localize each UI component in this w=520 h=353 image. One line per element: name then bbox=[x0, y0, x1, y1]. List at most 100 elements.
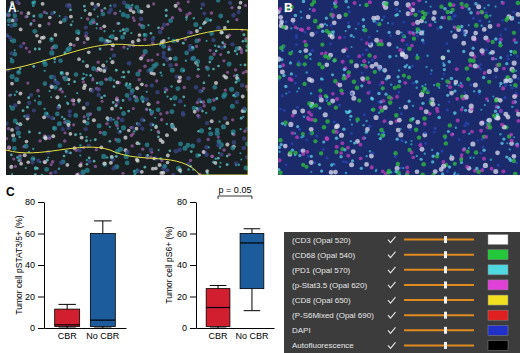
cell bbox=[512, 74, 517, 79]
cell bbox=[24, 15, 28, 19]
cell bbox=[502, 67, 506, 71]
cell bbox=[139, 17, 144, 22]
cell bbox=[244, 64, 247, 67]
cell bbox=[323, 54, 328, 59]
cell bbox=[515, 70, 517, 72]
cell bbox=[378, 112, 381, 115]
cell bbox=[465, 66, 470, 71]
channel-slider bbox=[404, 299, 474, 301]
cell bbox=[125, 14, 130, 19]
cell bbox=[484, 122, 487, 125]
cell bbox=[14, 77, 19, 82]
cell bbox=[127, 71, 130, 74]
cell bbox=[147, 24, 149, 26]
cell bbox=[36, 159, 40, 163]
cell bbox=[54, 61, 56, 63]
cell bbox=[17, 159, 20, 162]
cell bbox=[388, 120, 393, 125]
cell bbox=[436, 110, 440, 114]
cell bbox=[82, 119, 86, 123]
cell bbox=[279, 143, 282, 146]
y-tick-mark bbox=[190, 234, 196, 235]
cell bbox=[420, 147, 425, 152]
cell bbox=[406, 43, 409, 46]
cell bbox=[123, 32, 126, 35]
cell bbox=[219, 166, 221, 168]
cell bbox=[381, 170, 385, 174]
cell bbox=[370, 64, 375, 69]
cell bbox=[66, 102, 68, 104]
cell bbox=[459, 158, 463, 162]
cell bbox=[170, 68, 175, 73]
cell bbox=[306, 15, 311, 20]
cell bbox=[242, 136, 246, 140]
cell bbox=[189, 159, 193, 163]
cell bbox=[199, 128, 204, 133]
cell bbox=[288, 151, 292, 155]
cell bbox=[290, 78, 294, 82]
cell bbox=[360, 167, 363, 170]
cell bbox=[510, 50, 512, 52]
cell bbox=[425, 1, 427, 3]
cell bbox=[292, 109, 297, 114]
cell bbox=[44, 137, 48, 141]
cell bbox=[10, 94, 12, 96]
cell bbox=[102, 162, 107, 167]
cell bbox=[411, 2, 415, 6]
cell bbox=[378, 66, 381, 69]
channel-slider-handle bbox=[444, 312, 447, 319]
cell bbox=[10, 59, 15, 64]
y-tick-label: 40 bbox=[25, 260, 35, 270]
cell bbox=[379, 128, 384, 133]
channel-slider bbox=[404, 314, 474, 316]
cell bbox=[468, 147, 470, 149]
cell bbox=[71, 99, 74, 102]
cell bbox=[412, 105, 414, 107]
box bbox=[206, 289, 230, 327]
cell bbox=[436, 83, 441, 88]
cell bbox=[431, 16, 436, 21]
cell bbox=[346, 146, 350, 150]
cell bbox=[410, 150, 414, 154]
cell bbox=[57, 143, 62, 148]
cell bbox=[104, 7, 107, 10]
cell bbox=[296, 125, 299, 128]
channel-slider bbox=[404, 284, 474, 286]
cell bbox=[479, 68, 482, 71]
cell bbox=[219, 162, 221, 164]
cell bbox=[74, 133, 77, 136]
cell bbox=[299, 50, 302, 53]
cell bbox=[140, 82, 144, 86]
cell bbox=[405, 141, 407, 143]
cell bbox=[222, 92, 227, 97]
cell bbox=[64, 95, 66, 97]
cell bbox=[223, 116, 227, 120]
cell bbox=[510, 79, 512, 81]
cell bbox=[473, 63, 478, 68]
channel-slider bbox=[404, 239, 474, 241]
cell bbox=[363, 28, 368, 33]
cell bbox=[494, 67, 499, 72]
cell bbox=[488, 24, 493, 29]
cell bbox=[85, 74, 87, 76]
cell bbox=[85, 139, 88, 142]
cell bbox=[114, 105, 117, 108]
cell bbox=[127, 61, 132, 66]
cell bbox=[145, 97, 149, 101]
cell bbox=[381, 86, 385, 90]
cell bbox=[165, 9, 168, 12]
cell bbox=[94, 165, 97, 168]
cell bbox=[65, 150, 68, 153]
cell bbox=[470, 130, 474, 134]
cell bbox=[502, 137, 505, 140]
cell bbox=[409, 128, 412, 131]
cell bbox=[309, 8, 311, 10]
cell bbox=[351, 96, 356, 101]
cell bbox=[218, 14, 223, 19]
cell bbox=[503, 96, 506, 99]
cell bbox=[394, 1, 399, 6]
cell bbox=[509, 133, 513, 137]
cell bbox=[402, 34, 406, 38]
cell bbox=[348, 110, 351, 113]
cell bbox=[178, 99, 183, 104]
